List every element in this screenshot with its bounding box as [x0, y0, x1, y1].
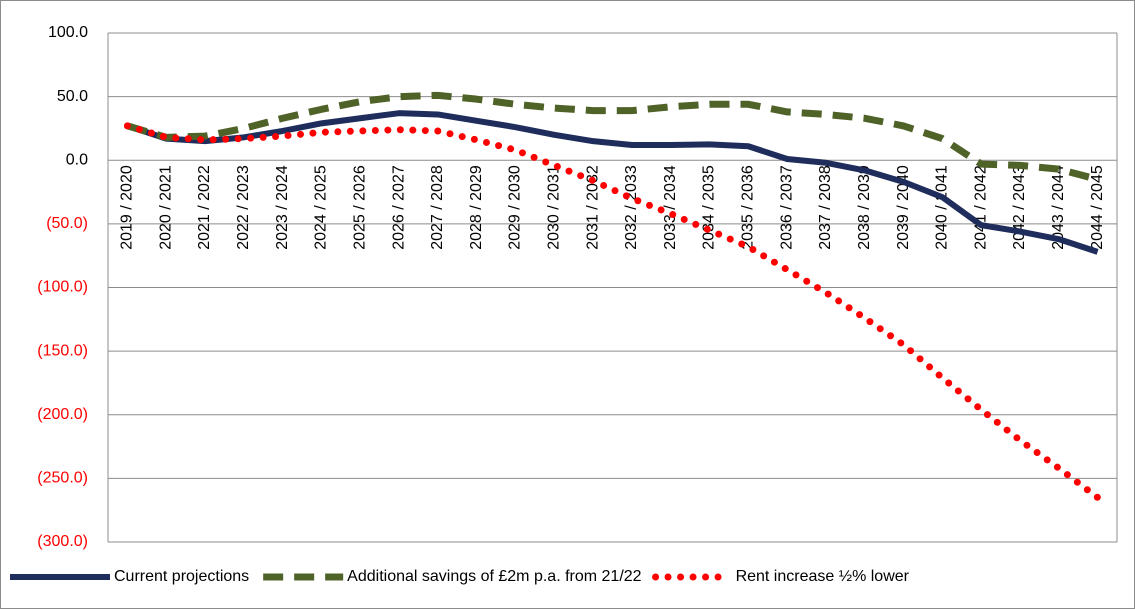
x-tick-label: 2026 / 2027 — [390, 165, 407, 250]
y-tick-label: 0.0 — [66, 151, 88, 168]
series-line — [123, 122, 1102, 501]
x-tick-label: 2033 / 2034 — [662, 165, 679, 250]
x-tick-label: 2024 / 2025 — [313, 165, 330, 250]
y-tick-label: 100.0 — [48, 24, 88, 41]
x-tick-label: 2038 / 2039 — [856, 165, 873, 250]
series-line — [126, 110, 1099, 255]
x-tick-label: 2031 / 2032 — [584, 165, 601, 250]
y-tick-label: (250.0) — [37, 470, 88, 487]
x-tick-label: 2028 / 2029 — [468, 165, 485, 250]
y-tick-label: (100.0) — [37, 279, 88, 296]
x-tick-label: 2042 / 2043 — [1011, 165, 1028, 250]
legend-label: Rent increase ½% lower — [736, 568, 910, 585]
x-tick-label: 2041 / 2042 — [972, 165, 989, 250]
x-tick-label: 2023 / 2024 — [274, 165, 291, 250]
x-tick-label: 2025 / 2026 — [351, 165, 368, 250]
y-tick-label: 50.0 — [57, 88, 88, 105]
x-tick-label: 2034 / 2035 — [701, 165, 718, 250]
x-tick-label: 2020 / 2021 — [157, 165, 174, 250]
series-line — [126, 91, 1099, 183]
x-tick-label: 2022 / 2023 — [235, 165, 252, 250]
x-tick-label: 2021 / 2022 — [196, 165, 213, 250]
legend-label: Additional savings of £2m p.a. from 21/2… — [347, 568, 641, 585]
x-tick-label: 2044 / 2045 — [1089, 165, 1106, 250]
x-tick-label: 2027 / 2028 — [429, 165, 446, 250]
y-tick-label: (150.0) — [37, 342, 88, 359]
x-tick-label: 2043 / 2044 — [1050, 165, 1067, 250]
x-tick-label: 2032 / 2033 — [623, 165, 640, 250]
y-tick-label: (200.0) — [37, 406, 88, 423]
x-tick-label: 2036 / 2037 — [778, 165, 795, 250]
x-tick-label: 2037 / 2038 — [817, 165, 834, 250]
y-tick-label: (50.0) — [46, 215, 88, 232]
legend-label: Current projections — [114, 568, 249, 585]
x-tick-label: 2040 / 2041 — [934, 165, 951, 250]
x-tick-label: 2019 / 2020 — [119, 165, 136, 250]
x-tick-label: 2029 / 2030 — [507, 165, 524, 250]
x-tick-label: 2035 / 2036 — [740, 165, 757, 250]
y-tick-label: (300.0) — [37, 533, 88, 550]
x-tick-label: 2030 / 2031 — [546, 165, 563, 250]
